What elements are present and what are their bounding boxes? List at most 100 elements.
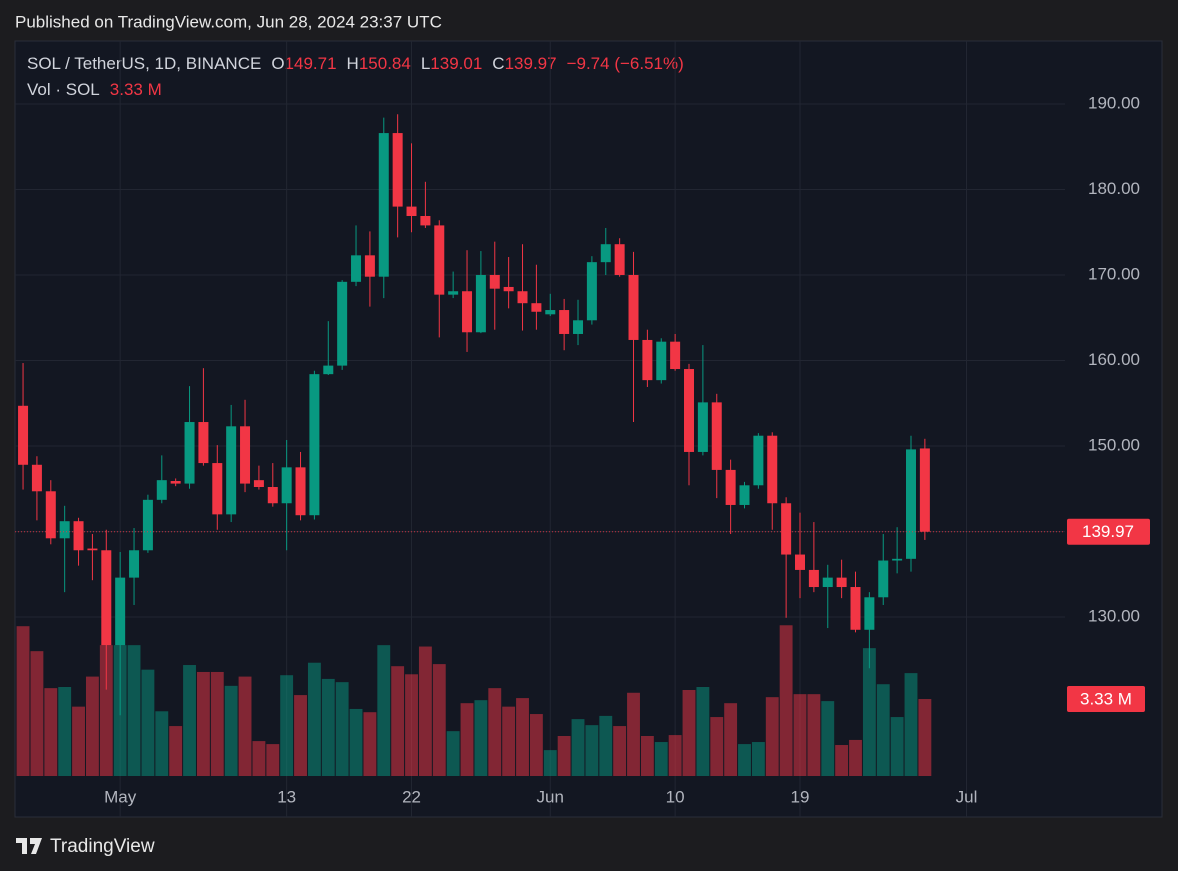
volume-bar (488, 688, 502, 776)
candle-body (406, 206, 417, 216)
volume-tag-label: 3.33 M (1080, 690, 1132, 709)
candle-body (45, 491, 56, 539)
candle-body (323, 365, 334, 375)
candle-body (573, 320, 584, 334)
volume-bar (460, 703, 474, 776)
volume-bar (58, 686, 72, 776)
candle-body (281, 467, 292, 504)
volume-bar (405, 674, 418, 776)
volume-bar (391, 666, 405, 776)
volume-bar (196, 671, 210, 776)
candle-body (253, 480, 264, 488)
volume-bar (696, 686, 710, 776)
volume-bar (751, 742, 765, 776)
candle-body (184, 422, 195, 484)
low-value: 139.01 (430, 54, 482, 73)
candle-body (892, 558, 903, 561)
candle-body (448, 291, 459, 295)
volume-header: Vol · SOL 3.33 M (27, 80, 162, 99)
candle-body (905, 449, 916, 559)
volume-bar (294, 695, 307, 776)
candle-body (212, 463, 223, 515)
volume-bar (127, 645, 141, 776)
volume-bar (155, 711, 169, 776)
candle-body (725, 469, 736, 505)
candle-body (351, 255, 362, 282)
volume-bar (266, 744, 280, 776)
candle-body (475, 274, 486, 333)
volume-bar (363, 712, 377, 776)
volume-bar (141, 669, 155, 776)
candle-body (684, 369, 695, 452)
candle-body (850, 587, 861, 630)
candle-body (795, 554, 806, 570)
change-value: −9.74 (−6.51%) (567, 54, 684, 73)
volume-bar (627, 692, 640, 776)
x-tick-label: 22 (402, 787, 421, 806)
candle-body (378, 133, 389, 277)
candle-body (73, 521, 84, 551)
candle-body (781, 503, 792, 555)
x-tick-label: 13 (277, 787, 296, 806)
volume-bar (432, 664, 446, 776)
candle-body (462, 291, 473, 333)
volume-bar (904, 673, 918, 776)
volume-bar (585, 725, 599, 776)
candle-body (295, 467, 306, 516)
volume-bar (640, 736, 654, 776)
y-tick-label: 190.00 (1088, 93, 1140, 112)
last-price-tag (1067, 518, 1150, 545)
logo-text: TradingView (50, 836, 155, 857)
volume-bar (238, 676, 252, 776)
candle-body (115, 577, 126, 646)
volume-bar (252, 741, 266, 776)
candle-body (392, 133, 403, 207)
volume-bar (377, 645, 391, 776)
candle-body (642, 339, 653, 381)
volume-bar (779, 625, 793, 776)
candle-body (656, 341, 667, 381)
last-price-label: 139.97 (1082, 522, 1134, 541)
volume-bar (502, 706, 516, 776)
volume-bar (710, 717, 724, 776)
y-tick-label: 160.00 (1088, 350, 1140, 369)
volume-bar (724, 703, 738, 776)
candle-body (767, 435, 778, 504)
volume-bar (16, 626, 30, 776)
published-note: Published on TradingView.com, Jun 28, 20… (15, 12, 442, 31)
x-tick-label: 19 (791, 787, 810, 806)
candle-body (697, 402, 708, 452)
candle-body (18, 405, 29, 465)
volume-bar (418, 646, 432, 776)
volume-bar (85, 676, 99, 776)
volume-bars (16, 625, 932, 776)
volume-bar (862, 648, 876, 776)
candle-body (156, 480, 167, 500)
x-tick-label: May (104, 787, 137, 806)
candle-body (503, 286, 514, 292)
volume-bar (876, 684, 890, 776)
volume-bar (765, 697, 779, 776)
candle-body (711, 402, 722, 470)
volume-bar (99, 645, 113, 776)
candle-body (337, 281, 348, 366)
chart-title: SOL / TetherUS, 1D, BINANCE (27, 54, 261, 73)
close-label: C (492, 54, 504, 73)
y-tick-label: 150.00 (1088, 435, 1140, 454)
x-tick-label: 10 (666, 787, 685, 806)
y-tick-label: 170.00 (1088, 264, 1140, 283)
candle-body (101, 550, 112, 646)
volume-bar (516, 698, 529, 776)
volume-bar (335, 682, 349, 776)
candle-body (559, 310, 570, 334)
volume-bar (613, 726, 627, 776)
volume-bar (571, 719, 585, 776)
candles (18, 114, 930, 716)
candle-body (739, 485, 750, 505)
candle-body (226, 426, 237, 515)
open-value: 149.71 (285, 54, 337, 73)
candle-body (434, 225, 445, 295)
candle-body (545, 310, 556, 315)
volume-bar (557, 736, 571, 776)
